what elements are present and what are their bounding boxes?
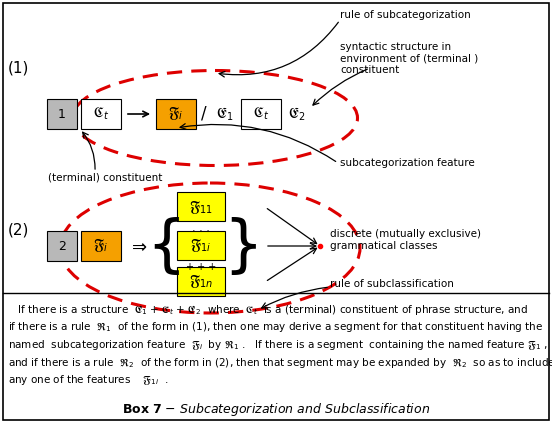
- Text: $\{$: $\{$: [146, 215, 180, 277]
- Text: syntactic structure in
environment of (terminal )
constituent: syntactic structure in environment of (t…: [340, 42, 478, 75]
- Text: . . .: . . .: [192, 223, 210, 233]
- Text: any one of the features    $\mathfrak{F}_{1i}$  .: any one of the features $\mathfrak{F}_{1…: [8, 373, 169, 387]
- Text: 1: 1: [58, 107, 66, 121]
- Text: $\mathfrak{F}_i$: $\mathfrak{F}_i$: [168, 105, 184, 123]
- Text: (1): (1): [7, 60, 29, 75]
- Text: $\mathfrak{F}_{11}$: $\mathfrak{F}_{11}$: [189, 198, 213, 215]
- FancyBboxPatch shape: [156, 99, 196, 129]
- Text: 2: 2: [58, 239, 66, 253]
- Text: rule of subclassification: rule of subclassification: [330, 279, 454, 289]
- Text: named  subcategorization feature  $\mathfrak{F}_i$  by $\mathfrak{R}_1$ .   If t: named subcategorization feature $\mathfr…: [8, 338, 548, 352]
- Text: $\mathfrak{E}_2$: $\mathfrak{E}_2$: [288, 105, 306, 123]
- Text: rule of subcategorization: rule of subcategorization: [340, 10, 471, 20]
- Text: if there is a rule  $\mathfrak{R}_1$  of the form in (1), then one may derive a : if there is a rule $\mathfrak{R}_1$ of t…: [8, 321, 543, 335]
- Text: (2): (2): [7, 222, 29, 237]
- Text: $\Rightarrow$: $\Rightarrow$: [128, 237, 148, 255]
- Text: /: /: [201, 105, 207, 123]
- Text: $\mathbf{Box\ 7}$ $\mathit{-\ Subcategorization\ and\ Subclassification}$: $\mathbf{Box\ 7}$ $\mathit{-\ Subcategor…: [122, 401, 430, 418]
- FancyBboxPatch shape: [177, 267, 225, 296]
- FancyBboxPatch shape: [241, 99, 281, 129]
- Text: (terminal) constituent: (terminal) constituent: [48, 173, 162, 183]
- Text: $\mathfrak{C}_t$: $\mathfrak{C}_t$: [93, 106, 109, 122]
- Text: $\mathfrak{F}_{1n}$: $\mathfrak{F}_{1n}$: [189, 274, 213, 291]
- Text: + + +: + + +: [186, 262, 216, 272]
- Text: $\mathfrak{E}_1$: $\mathfrak{E}_1$: [216, 105, 233, 123]
- FancyBboxPatch shape: [177, 192, 225, 221]
- Text: $\mathfrak{C}_t$: $\mathfrak{C}_t$: [253, 106, 269, 122]
- FancyBboxPatch shape: [81, 231, 121, 261]
- Text: If there is a structure  $\mathfrak{E}_1$ + $\mathfrak{C}_t$ + $\mathfrak{E}_2$ : If there is a structure $\mathfrak{E}_1$…: [8, 303, 528, 317]
- Text: $\}$: $\}$: [223, 215, 257, 277]
- FancyBboxPatch shape: [47, 99, 77, 129]
- FancyBboxPatch shape: [177, 231, 225, 260]
- Text: discrete (mutually exclusive)
grammatical classes: discrete (mutually exclusive) grammatica…: [330, 229, 481, 251]
- FancyBboxPatch shape: [47, 231, 77, 261]
- Text: $\mathfrak{F}_{1i}$: $\mathfrak{F}_{1i}$: [190, 237, 212, 255]
- Text: and if there is a rule  $\mathfrak{R}_2$  of the form in (2), then that segment : and if there is a rule $\mathfrak{R}_2$ …: [8, 355, 552, 370]
- Text: subcategorization feature: subcategorization feature: [340, 158, 475, 168]
- FancyBboxPatch shape: [81, 99, 121, 129]
- Text: $\mathfrak{F}_i$: $\mathfrak{F}_i$: [93, 237, 109, 255]
